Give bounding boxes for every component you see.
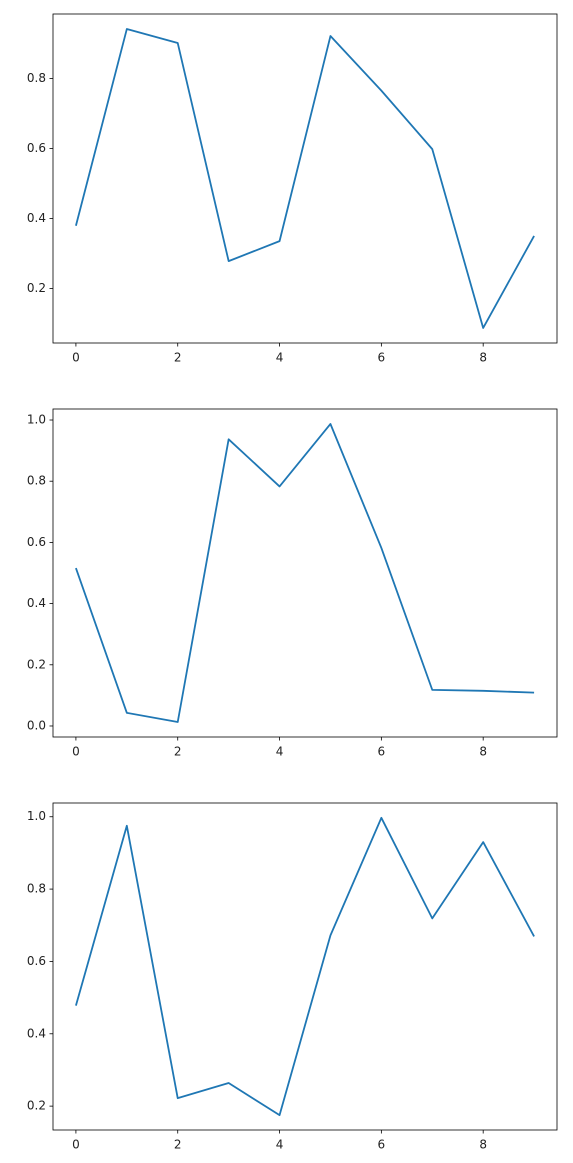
axes-frame	[52, 802, 558, 1131]
axes-frame	[52, 13, 558, 344]
y-tick-label: 0.0	[27, 718, 46, 732]
line	[75, 423, 535, 723]
y-tick-label: 1.0	[27, 413, 46, 427]
y-tick-label: 0.2	[27, 281, 46, 295]
x-tick-label: 2	[174, 1138, 182, 1152]
x-tick-label: 0	[72, 745, 80, 759]
y-tick-label: 0.8	[27, 474, 46, 488]
y-tick-label: 0.8	[27, 882, 46, 896]
y-tick-label: 0.6	[27, 954, 46, 968]
y-tick-label: 0.4	[27, 596, 46, 610]
x-tick-label: 8	[479, 351, 487, 365]
y-tick-label: 1.0	[27, 809, 46, 823]
line	[75, 816, 535, 1117]
x-tick-label: 6	[378, 351, 386, 365]
x-tick-label: 4	[276, 1138, 284, 1152]
y-tick-label: 0.8	[27, 71, 46, 85]
line	[75, 28, 535, 329]
y-tick-label: 0.2	[27, 1099, 46, 1113]
x-tick-label: 0	[72, 1138, 80, 1152]
y-tick-label: 0.6	[27, 141, 46, 155]
x-tick-label: 8	[479, 1138, 487, 1152]
x-tick-label: 0	[72, 351, 80, 365]
y-tick-label: 0.4	[27, 1026, 46, 1040]
x-tick-label: 4	[276, 745, 284, 759]
axes-frame	[52, 408, 558, 738]
x-tick-label: 2	[174, 351, 182, 365]
x-tick-label: 8	[479, 745, 487, 759]
x-tick-label: 6	[378, 745, 386, 759]
y-tick-label: 0.6	[27, 535, 46, 549]
x-tick-label: 2	[174, 745, 182, 759]
y-tick-label: 0.4	[27, 211, 46, 225]
x-tick-label: 4	[276, 351, 284, 365]
x-tick-label: 6	[378, 1138, 386, 1152]
y-tick-label: 0.2	[27, 657, 46, 671]
